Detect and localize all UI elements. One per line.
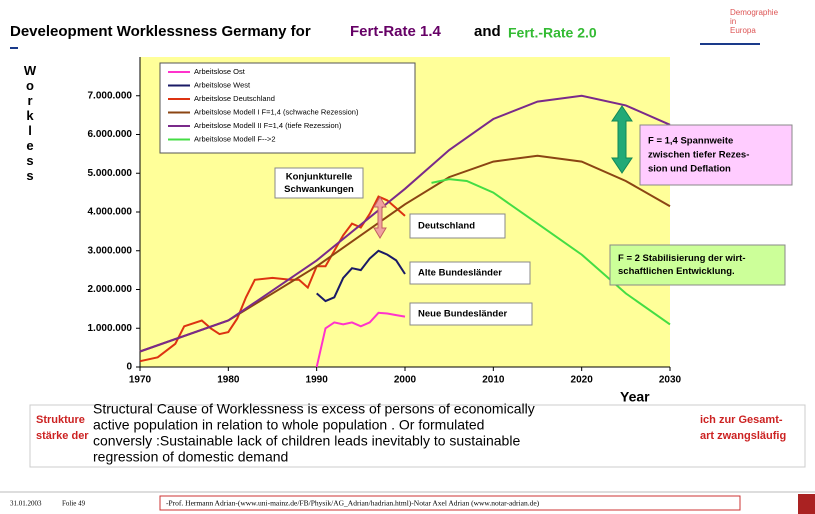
box-text: regression of domestic demand bbox=[93, 449, 288, 465]
logo: Demographie bbox=[730, 8, 779, 17]
annotation: Konjunkturelle bbox=[286, 171, 353, 182]
arrow bbox=[373, 196, 387, 239]
title: and bbox=[474, 23, 501, 40]
annotation-box bbox=[274, 167, 364, 199]
legend-label: Arbeitslose Modell II F=1,4 (tiefe Rezes… bbox=[194, 121, 342, 130]
legend-label: Arbeitslose Modell I F=1,4 (schwache Rez… bbox=[194, 107, 359, 116]
annotation-box bbox=[409, 302, 533, 326]
x-tick-label: 2030 bbox=[659, 375, 682, 386]
box-text: conversly :Sustainable lack of children … bbox=[93, 433, 520, 449]
title: Fert-Rate 1.4 bbox=[350, 23, 442, 40]
y-tick-label: 6.000.000 bbox=[88, 129, 133, 140]
hidden-text: art zwangsläufig bbox=[700, 430, 786, 442]
text-box bbox=[29, 404, 806, 468]
logo: Europa bbox=[730, 26, 756, 35]
y-tick-label: 4.000.000 bbox=[88, 207, 133, 218]
x-tick-label: 1990 bbox=[306, 375, 329, 386]
annotation: Neue Bundesländer bbox=[418, 309, 508, 320]
hidden-text: stärke der bbox=[36, 430, 89, 442]
annotation-box bbox=[639, 124, 793, 186]
annotation: F = 2 Stabilisierung der wirt- bbox=[618, 253, 746, 264]
annotation: F = 1,4 Spannweite bbox=[648, 136, 733, 147]
y-tick-label: 5.000.000 bbox=[88, 168, 133, 179]
y-tick-label: 1.000.000 bbox=[88, 323, 133, 334]
logo: in bbox=[730, 17, 736, 26]
logo-mark bbox=[798, 494, 815, 514]
y-tick-label: 0 bbox=[126, 362, 132, 373]
x-tick-label: 2010 bbox=[482, 375, 505, 386]
box-text: active population in relation to whole p… bbox=[93, 417, 484, 433]
legend-label: Arbeitslose West bbox=[194, 80, 251, 89]
series-line bbox=[315, 311, 406, 368]
footer-date: 31.01.2003 bbox=[10, 500, 42, 508]
hidden-text: Strukture bbox=[36, 414, 85, 426]
series-line bbox=[431, 178, 671, 326]
arrow bbox=[611, 105, 633, 174]
annotation: zwischen tiefer Rezes- bbox=[648, 150, 749, 161]
annotation: Schwankungen bbox=[284, 184, 354, 195]
x-tick-label: 1980 bbox=[217, 375, 240, 386]
hidden-text: ich zur Gesamt- bbox=[700, 414, 783, 426]
legend-label: Arbeitslose Modell F-->2 bbox=[194, 134, 276, 143]
legend-label: Arbeitslose Deutschland bbox=[194, 94, 275, 103]
annotation: Deutschland bbox=[418, 221, 475, 232]
x-tick-label: 2020 bbox=[571, 375, 594, 386]
footer-slide: Folie 49 bbox=[62, 500, 86, 508]
x-tick-label: 2000 bbox=[394, 375, 417, 386]
legend bbox=[159, 62, 416, 154]
series-line bbox=[316, 249, 406, 303]
footer-credit: -Prof. Hermann Adrian-(www.uni-mainz.de/… bbox=[166, 499, 540, 508]
annotation-box bbox=[409, 213, 506, 239]
x-tick-label: 1970 bbox=[129, 375, 152, 386]
legend-label: Arbeitslose Ost bbox=[194, 67, 246, 76]
title: Develeopment Worklessness Germany for bbox=[10, 23, 311, 40]
chart: 0 1.000.000 2.000.000 3.000.000 4.000.000 5.0… bbox=[24, 57, 793, 405]
y-tick-label: 3.000.000 bbox=[88, 245, 133, 256]
y-tick-label: 7.000.000 bbox=[88, 90, 133, 101]
annotation: schaftlichen Entwicklung. bbox=[618, 266, 735, 277]
series-line bbox=[139, 94, 671, 353]
annotation-box bbox=[609, 244, 786, 286]
x-axis-label: Year bbox=[620, 389, 650, 405]
title: Fert.-Rate 2.0 bbox=[508, 25, 597, 41]
annotation-box bbox=[409, 261, 531, 285]
series-line bbox=[139, 154, 671, 353]
footer-box bbox=[159, 495, 741, 511]
annotation: sion und Deflation bbox=[648, 164, 731, 175]
y-tick-label: 2.000.000 bbox=[88, 284, 133, 295]
box-text: Structural Cause of Worklessness is exce… bbox=[93, 401, 535, 417]
annotation: Alte Bundesländer bbox=[418, 268, 502, 279]
